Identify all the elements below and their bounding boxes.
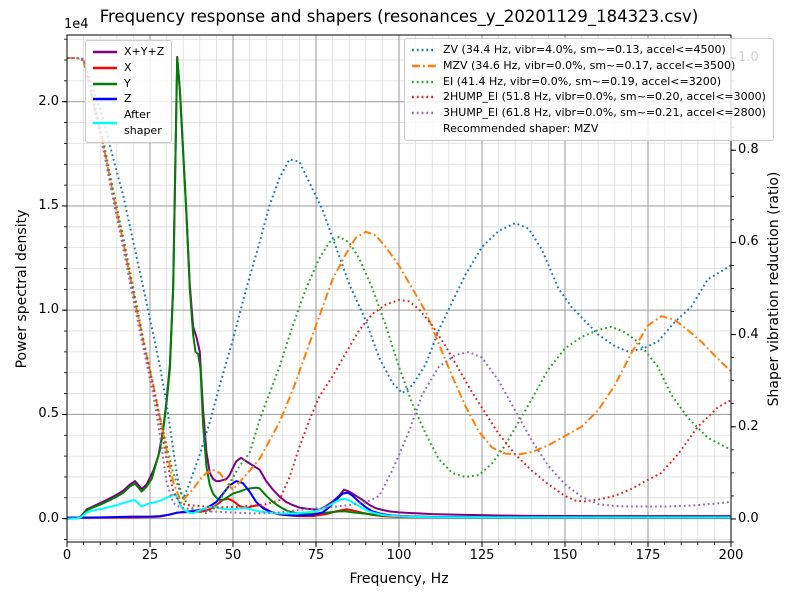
legend-label-x: X [124, 60, 132, 74]
psd-curves [66, 55, 731, 520]
legend-swatch-z [92, 91, 118, 107]
legend-label-recommended-shaper: Recommended shaper: MZV [443, 121, 599, 135]
legend-swatch-2hump_ei [411, 89, 437, 105]
y-right-tick-0.0: 0.0 [738, 510, 759, 526]
legend-swatch-after_shaper [92, 115, 118, 131]
x-tick-150: 150 [552, 548, 578, 563]
x-tick-75: 75 [307, 548, 325, 563]
legend-item-mzv: MZV (34.6 Hz, vibr=0.0%, sm~=0.17, accel… [411, 58, 766, 74]
legend-shapers: ZV (34.4 Hz, vibr=4.0%, sm~=0.13, accel<… [404, 38, 774, 141]
x-tick-50: 50 [224, 548, 242, 563]
legend-item-recommended-shaper: Recommended shaper: MZV [411, 121, 766, 137]
y-right-tick-0.4: 0.4 [738, 326, 759, 342]
legend-label-mzv: MZV (34.6 Hz, vibr=0.0%, sm~=0.17, accel… [443, 58, 736, 72]
shaper-curve-ei [67, 57, 732, 514]
legend-item-2hump_ei: 2HUMP_EI (51.8 Hz, vibr=0.0%, sm~=0.20, … [411, 89, 766, 105]
x-tick-175: 175 [635, 548, 661, 563]
legend-swatch-mzv [411, 58, 437, 74]
x-tick-0: 0 [62, 548, 72, 563]
legend-label-zv: ZV (34.4 Hz, vibr=4.0%, sm~=0.13, accel<… [443, 43, 726, 56]
y-axis-label-right: Shaper vibration reduction (ratio) [766, 171, 782, 407]
legend-label-y: Y [124, 76, 131, 90]
legend-item-z: Z [92, 91, 164, 107]
x-tick-125: 125 [469, 548, 495, 563]
x-axis-label: Frequency, Hz [349, 571, 449, 587]
legend-item-zv: ZV (34.4 Hz, vibr=4.0%, sm~=0.13, accel<… [411, 42, 766, 58]
legend-item-after_shaper: After shaper [92, 107, 164, 139]
legend-label-after_shaper: After shaper [124, 108, 162, 137]
chart-title: Frequency response and shapers (resonanc… [99, 7, 699, 26]
legend-label-z: Z [124, 92, 132, 106]
x-tick-100: 100 [386, 548, 412, 563]
shaper-curve-3hump_ei [67, 57, 732, 515]
legend-item-y: Y [92, 76, 164, 92]
legend-swatch-y [92, 76, 118, 92]
psd-curve-xyz [66, 55, 731, 520]
legend-label-ei: EI (41.4 Hz, vibr=0.0%, sm~=0.19, accel<… [443, 74, 721, 88]
y-right-tick-0.8: 0.8 [738, 142, 759, 158]
y-left-tick-0.5: 0.5 [38, 406, 59, 422]
legend-psd: X+Y+Z X Y Z After shaper [85, 40, 173, 143]
legend-label-2hump_ei: 2HUMP_EI (51.8 Hz, vibr=0.0%, sm~=0.20, … [443, 90, 766, 104]
legend-swatch-xyz [92, 44, 118, 60]
legend-item-3hump_ei: 3HUMP_EI (61.8 Hz, vibr=0.0%, sm~=0.21, … [411, 105, 766, 121]
y-left-tick-0.0: 0.0 [38, 510, 59, 526]
y-left-tick-1.0: 1.0 [38, 302, 59, 318]
legend-swatch-ei [411, 74, 437, 90]
legend-swatch-x [92, 60, 118, 76]
psd-curve-y [66, 56, 731, 520]
legend-label-xyz: X+Y+Z [124, 45, 165, 58]
legend-item-ei: EI (41.4 Hz, vibr=0.0%, sm~=0.19, accel<… [411, 74, 766, 90]
legend-swatch-zv [411, 42, 437, 58]
shaper-curves [67, 57, 732, 515]
y-left-tick-1.5: 1.5 [38, 197, 59, 213]
y-axis-offset-text: 1e4 [64, 17, 89, 32]
psd-curve-after_shaper [66, 493, 731, 520]
y-left-tick-2.0: 2.0 [38, 93, 59, 109]
y-right-tick-0.6: 0.6 [738, 234, 759, 250]
shaper-curve-mzv [67, 57, 732, 504]
y-axis-label-left: Power spectral density [14, 209, 30, 369]
legend-label-3hump_ei: 3HUMP_EI (61.8 Hz, vibr=0.0%, sm~=0.21, … [443, 106, 766, 120]
legend-item-x: X [92, 60, 164, 76]
x-tick-25: 25 [141, 548, 159, 563]
legend-item-xyz: X+Y+Z [92, 44, 164, 60]
legend-swatch-3hump_ei [411, 105, 437, 121]
y-right-tick-0.2: 0.2 [738, 418, 759, 434]
x-tick-200: 200 [718, 548, 744, 563]
